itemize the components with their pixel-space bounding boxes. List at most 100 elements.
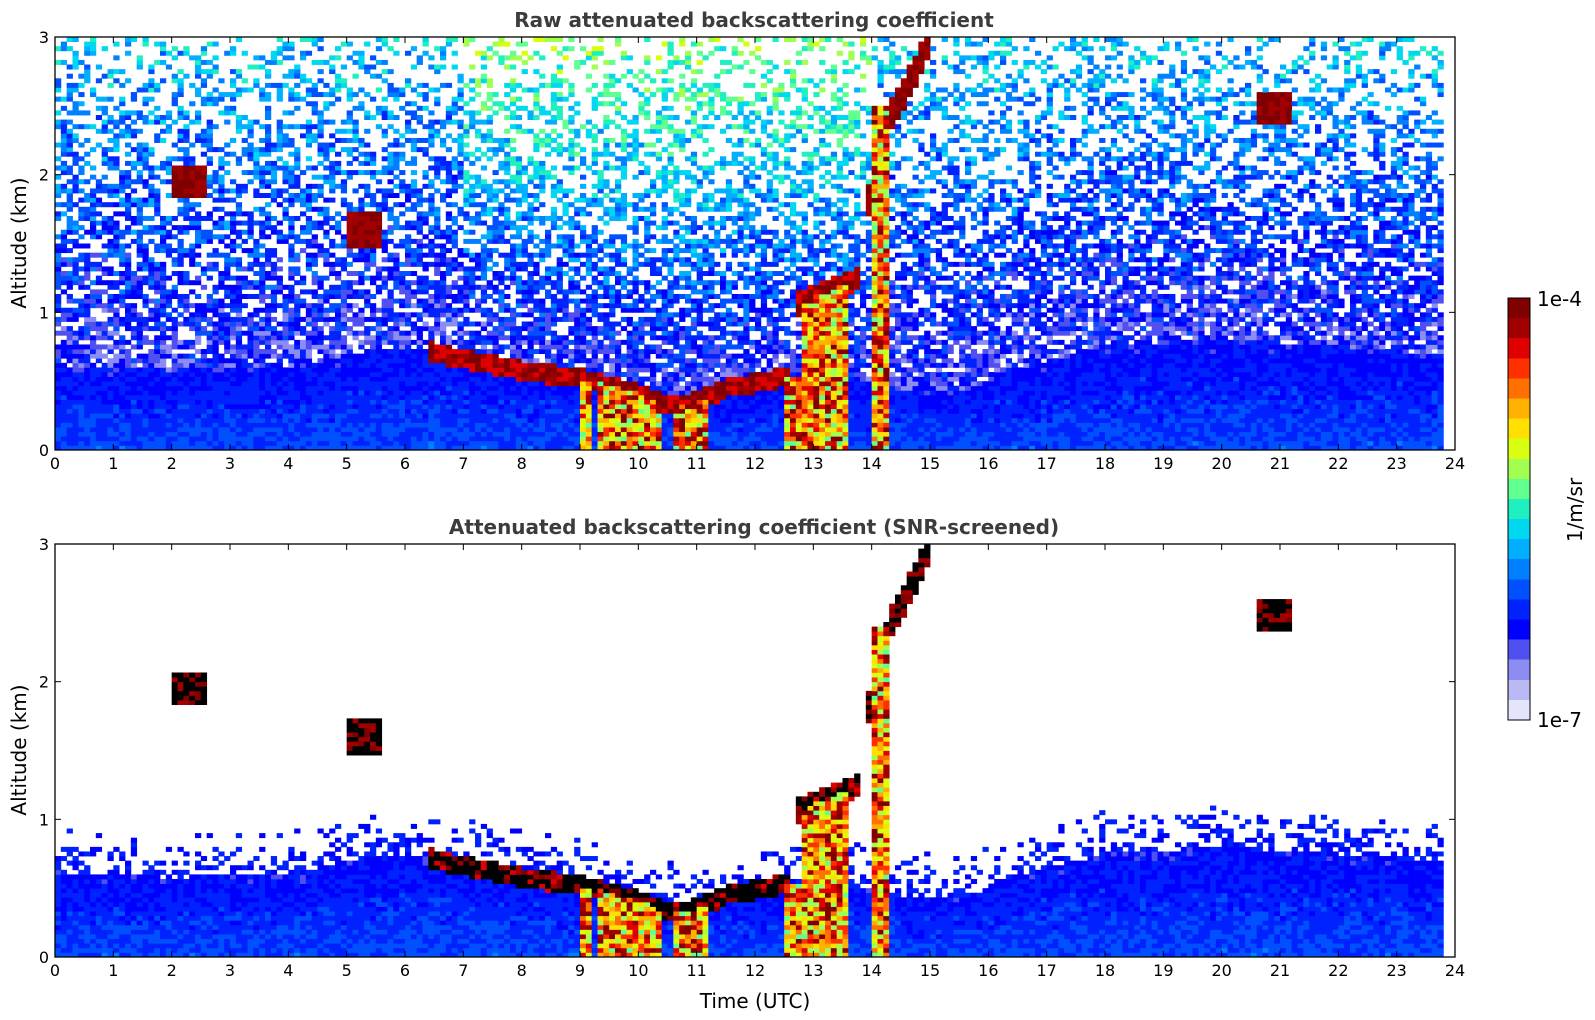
panel-raw-cell bbox=[475, 371, 482, 377]
panel-raw-cell bbox=[95, 335, 103, 341]
panel-raw-cell bbox=[72, 431, 79, 437]
panel-raw-cell bbox=[463, 358, 470, 364]
panel-raw-cell bbox=[387, 160, 394, 166]
panel-raw-cell bbox=[55, 413, 62, 419]
panel-raw-cell bbox=[323, 440, 330, 446]
panel-raw-cell bbox=[253, 367, 260, 373]
panel-raw-cell bbox=[72, 179, 79, 185]
panel-raw-cell bbox=[393, 266, 400, 272]
panel-raw-cell bbox=[533, 371, 540, 377]
panel-raw-cell bbox=[259, 335, 266, 341]
panel-raw-cell bbox=[521, 417, 528, 423]
panel-raw-cell bbox=[370, 408, 377, 414]
panel-raw-cell bbox=[434, 376, 441, 382]
panel-raw-cell bbox=[305, 261, 313, 267]
panel-raw-cell bbox=[364, 229, 371, 235]
panel-raw-cell bbox=[165, 50, 173, 56]
panel-raw-cell bbox=[177, 367, 184, 373]
panel-raw-cell bbox=[305, 440, 313, 446]
panel-raw-cell bbox=[130, 440, 138, 446]
panel-raw-cell bbox=[545, 390, 552, 396]
panel-raw-cell bbox=[148, 215, 155, 221]
panel-raw-cell bbox=[90, 436, 97, 442]
panel-raw-cell bbox=[527, 298, 534, 304]
panel-raw-cell bbox=[521, 321, 528, 327]
panel-raw-cell bbox=[148, 151, 155, 157]
panel-raw-cell bbox=[119, 174, 126, 180]
panel-raw-cell bbox=[445, 119, 453, 125]
panel-raw-cell bbox=[399, 445, 406, 451]
panel-raw-cell bbox=[480, 119, 488, 125]
panel-raw-cell bbox=[510, 408, 517, 414]
panel-raw-cell bbox=[195, 174, 202, 180]
panel-raw-cell bbox=[218, 371, 225, 377]
panel-raw-cell bbox=[66, 284, 73, 290]
panel-raw-cell bbox=[539, 330, 546, 336]
panel-raw-cell bbox=[212, 64, 219, 70]
panel-raw-cell bbox=[247, 371, 254, 377]
panel-raw-cell bbox=[241, 427, 248, 433]
panel-raw-cell bbox=[107, 349, 114, 355]
panel-raw-cell bbox=[416, 404, 423, 410]
panel-raw-cell bbox=[381, 234, 388, 240]
panel-raw-cell bbox=[428, 225, 435, 231]
panel-raw-cell bbox=[253, 257, 260, 263]
panel-raw-cell bbox=[212, 170, 219, 176]
panel-raw-cell bbox=[329, 413, 336, 419]
panel-raw-cell bbox=[346, 238, 353, 244]
panel-raw-cell bbox=[510, 64, 517, 70]
panel-raw-cell bbox=[288, 326, 295, 332]
panel-raw-cell bbox=[265, 183, 272, 189]
panel-raw-cell bbox=[101, 307, 108, 313]
panel-raw-cell bbox=[55, 124, 62, 130]
panel-raw-cell bbox=[469, 275, 476, 281]
panel-raw-cell bbox=[66, 408, 73, 414]
panel-raw-cell bbox=[200, 101, 208, 107]
panel-raw-cell bbox=[119, 96, 126, 102]
panel-raw-cell bbox=[90, 417, 97, 423]
panel-raw-cell bbox=[510, 271, 517, 277]
panel-raw-cell bbox=[253, 404, 260, 410]
panel-raw-cell bbox=[288, 110, 295, 116]
panel-raw-cell bbox=[270, 229, 278, 235]
panel-raw-cell bbox=[475, 390, 482, 396]
panel-raw-cell bbox=[451, 316, 458, 322]
panel-raw-cell bbox=[154, 349, 161, 355]
panel-raw-cell bbox=[259, 358, 266, 364]
panel-raw-cell bbox=[311, 436, 318, 442]
panel-raw-cell bbox=[393, 376, 400, 382]
panel-raw-cell bbox=[335, 321, 342, 327]
panel-raw-cell bbox=[329, 436, 336, 442]
panel-raw-cell bbox=[241, 344, 248, 350]
panel-raw-cell bbox=[101, 367, 108, 373]
panel-raw-cell bbox=[440, 390, 447, 396]
panel-raw-cell bbox=[370, 115, 377, 120]
panel-raw-cell bbox=[276, 284, 283, 290]
panel-raw-cell bbox=[387, 156, 394, 162]
panel-raw-cell bbox=[480, 385, 488, 391]
panel-raw-cell bbox=[311, 339, 318, 345]
panel-raw-cell bbox=[265, 234, 272, 240]
panel-raw-cell bbox=[545, 271, 552, 277]
panel-raw-cell bbox=[539, 137, 546, 143]
panel-raw-cell bbox=[241, 349, 248, 355]
panel-raw-cell bbox=[72, 37, 79, 42]
panel-raw-cell bbox=[130, 110, 138, 116]
panel-raw-cell bbox=[241, 362, 248, 368]
panel-raw-cell bbox=[247, 248, 254, 254]
panel-raw-cell bbox=[317, 307, 324, 313]
panel-raw-cell bbox=[148, 202, 155, 208]
panel-raw-cell bbox=[276, 46, 283, 52]
panel-raw-cell bbox=[195, 316, 202, 322]
panel-raw-cell bbox=[230, 78, 237, 84]
panel-raw-cell bbox=[107, 381, 114, 387]
panel-raw-cell bbox=[416, 381, 423, 387]
panel-raw-cell bbox=[370, 55, 377, 61]
panel-raw-cell bbox=[434, 445, 441, 451]
panel-raw-cell bbox=[428, 404, 435, 410]
panel-raw-cell bbox=[72, 271, 79, 277]
panel-raw-cell bbox=[195, 64, 202, 70]
panel-raw-cell bbox=[510, 385, 517, 391]
panel-raw-cell bbox=[265, 385, 272, 391]
panel-raw-cell bbox=[171, 381, 178, 387]
